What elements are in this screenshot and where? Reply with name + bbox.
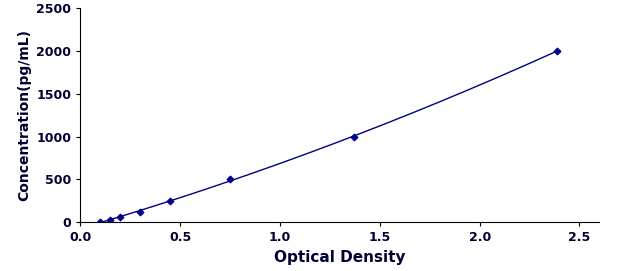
X-axis label: Optical Density: Optical Density: [274, 250, 405, 265]
Y-axis label: Concentration(pg/mL): Concentration(pg/mL): [17, 29, 31, 201]
